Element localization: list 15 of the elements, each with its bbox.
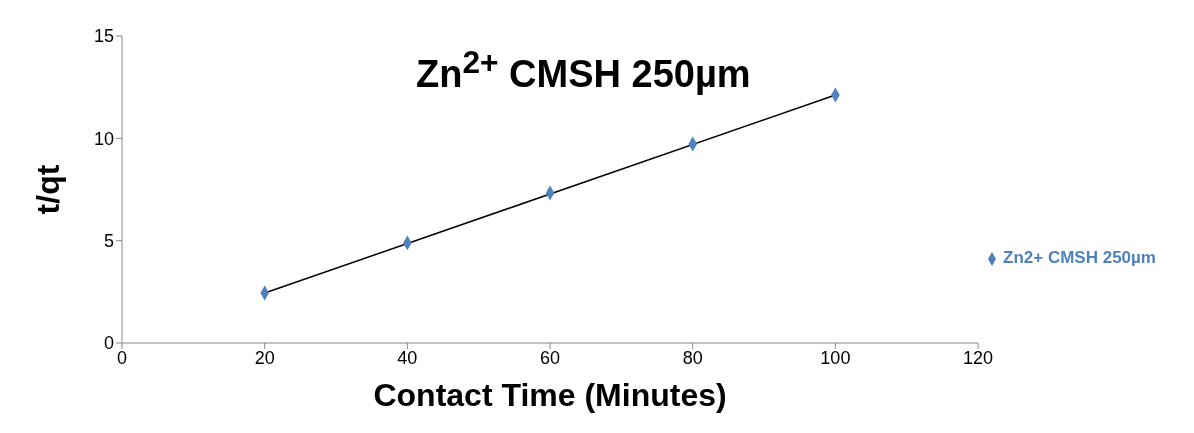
y-axis-title: t/qt [30,164,67,215]
x-tick-label: 100 [820,347,851,368]
y-tick-label: 0 [103,333,114,354]
y-tick-label: 15 [93,26,114,47]
x-tick-label: 40 [397,347,418,368]
x-tick-label: 0 [116,347,128,368]
x-tick-label: 20 [254,347,275,368]
x-tick-label: 120 [963,347,994,368]
chart-title: Zn$^{2+}$ CMSH 250µm [416,44,751,96]
y-tick-label: 10 [93,128,114,149]
x-axis-title: Contact Time (Minutes) [373,376,727,413]
legend-label: Zn2+ CMSH 250µm [1003,248,1156,267]
x-tick-label: 80 [682,347,703,368]
x-tick-label: 60 [540,347,561,368]
y-tick-label: 5 [103,231,114,252]
